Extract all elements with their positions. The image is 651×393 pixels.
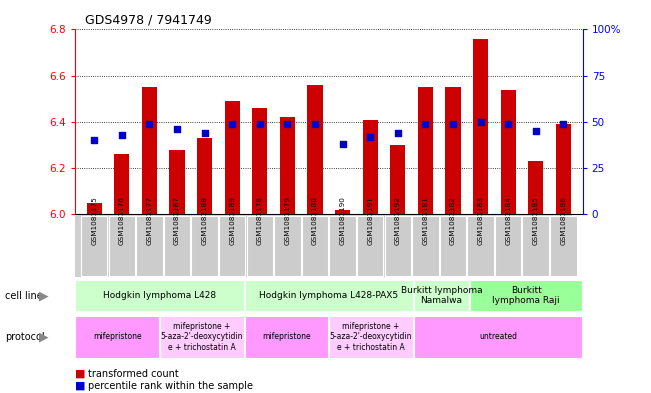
- Bar: [412, 216, 439, 276]
- Bar: [76, 316, 159, 358]
- Point: [420, 121, 430, 127]
- Bar: [219, 216, 245, 276]
- Text: ▶: ▶: [40, 289, 49, 302]
- Text: GSM1081175: GSM1081175: [91, 196, 97, 245]
- Bar: [357, 216, 383, 276]
- Bar: [109, 216, 135, 276]
- Bar: [87, 203, 102, 214]
- Bar: [81, 216, 107, 276]
- Text: GDS4978 / 7941749: GDS4978 / 7941749: [85, 14, 212, 27]
- Bar: [245, 280, 413, 311]
- Text: GSM1081176: GSM1081176: [118, 196, 125, 245]
- Bar: [301, 216, 328, 276]
- Text: GSM1081183: GSM1081183: [478, 196, 484, 245]
- Point: [255, 121, 265, 127]
- Text: GSM1081182: GSM1081182: [450, 196, 456, 245]
- Point: [172, 126, 182, 132]
- Text: mifepristone +
5-aza-2'-deoxycytidin
e + trichostatin A: mifepristone + 5-aza-2'-deoxycytidin e +…: [161, 322, 243, 352]
- Text: Hodgkin lymphoma L428-PAX5: Hodgkin lymphoma L428-PAX5: [259, 291, 398, 300]
- Text: Hodgkin lymphoma L428: Hodgkin lymphoma L428: [103, 291, 216, 300]
- Point: [337, 141, 348, 147]
- Bar: [467, 216, 494, 276]
- Bar: [495, 216, 521, 276]
- Text: percentile rank within the sample: percentile rank within the sample: [88, 381, 253, 391]
- Text: ▶: ▶: [40, 331, 49, 343]
- Text: Burkitt
lymphoma Raji: Burkitt lymphoma Raji: [492, 286, 560, 305]
- Bar: [523, 216, 549, 276]
- Bar: [329, 216, 356, 276]
- Point: [144, 121, 154, 127]
- Bar: [160, 316, 243, 358]
- Text: GSM1081178: GSM1081178: [256, 196, 263, 245]
- Point: [199, 130, 210, 136]
- Text: GSM1081179: GSM1081179: [284, 196, 290, 245]
- Bar: [307, 85, 322, 214]
- Bar: [335, 209, 350, 214]
- Bar: [274, 216, 301, 276]
- Text: ■: ■: [75, 381, 85, 391]
- Bar: [418, 87, 433, 214]
- Bar: [385, 216, 411, 276]
- Point: [310, 121, 320, 127]
- Bar: [169, 149, 185, 214]
- Text: GSM1081188: GSM1081188: [202, 196, 208, 245]
- Bar: [136, 216, 163, 276]
- Bar: [473, 39, 488, 214]
- Text: GSM1081187: GSM1081187: [174, 196, 180, 245]
- Text: transformed count: transformed count: [88, 369, 178, 379]
- Bar: [501, 90, 516, 214]
- Bar: [414, 280, 469, 311]
- Bar: [445, 87, 460, 214]
- Bar: [471, 280, 582, 311]
- Point: [475, 119, 486, 125]
- Point: [89, 137, 100, 143]
- Bar: [252, 108, 268, 214]
- Bar: [114, 154, 130, 214]
- Text: Burkitt lymphoma
Namalwa: Burkitt lymphoma Namalwa: [401, 286, 482, 305]
- Point: [531, 128, 541, 134]
- Bar: [390, 145, 406, 214]
- Text: cell line: cell line: [5, 291, 43, 301]
- Text: GSM1081191: GSM1081191: [367, 196, 373, 245]
- Point: [227, 121, 238, 127]
- Text: mifepristone: mifepristone: [93, 332, 141, 342]
- Text: GSM1081177: GSM1081177: [146, 196, 152, 245]
- Bar: [550, 216, 577, 276]
- Text: GSM1081185: GSM1081185: [533, 196, 539, 245]
- Point: [503, 121, 514, 127]
- Text: ■: ■: [75, 369, 85, 379]
- Text: untreated: untreated: [479, 332, 517, 342]
- Text: mifepristone: mifepristone: [262, 332, 311, 342]
- Bar: [280, 117, 295, 214]
- Point: [282, 121, 292, 127]
- Bar: [191, 216, 218, 276]
- Bar: [439, 216, 466, 276]
- Bar: [245, 316, 328, 358]
- Point: [365, 134, 376, 140]
- Point: [393, 130, 403, 136]
- Bar: [556, 124, 571, 214]
- Bar: [142, 87, 157, 214]
- Text: GSM1081192: GSM1081192: [395, 196, 401, 245]
- Bar: [329, 316, 413, 358]
- Text: GSM1081190: GSM1081190: [340, 196, 346, 245]
- Text: GSM1081189: GSM1081189: [229, 196, 235, 245]
- Text: GSM1081186: GSM1081186: [561, 196, 566, 245]
- Bar: [247, 216, 273, 276]
- Text: GSM1081180: GSM1081180: [312, 196, 318, 245]
- Text: GSM1081184: GSM1081184: [505, 196, 511, 245]
- Bar: [225, 101, 240, 214]
- Point: [448, 121, 458, 127]
- Text: GSM1081181: GSM1081181: [422, 196, 428, 245]
- Text: protocol: protocol: [5, 332, 45, 342]
- Bar: [363, 119, 378, 214]
- Bar: [414, 316, 582, 358]
- Bar: [76, 280, 243, 311]
- Bar: [197, 138, 212, 214]
- Text: mifepristone +
5-aza-2'-deoxycytidin
e + trichostatin A: mifepristone + 5-aza-2'-deoxycytidin e +…: [330, 322, 412, 352]
- Point: [117, 132, 127, 138]
- Bar: [164, 216, 190, 276]
- Point: [558, 121, 568, 127]
- Bar: [528, 161, 544, 214]
